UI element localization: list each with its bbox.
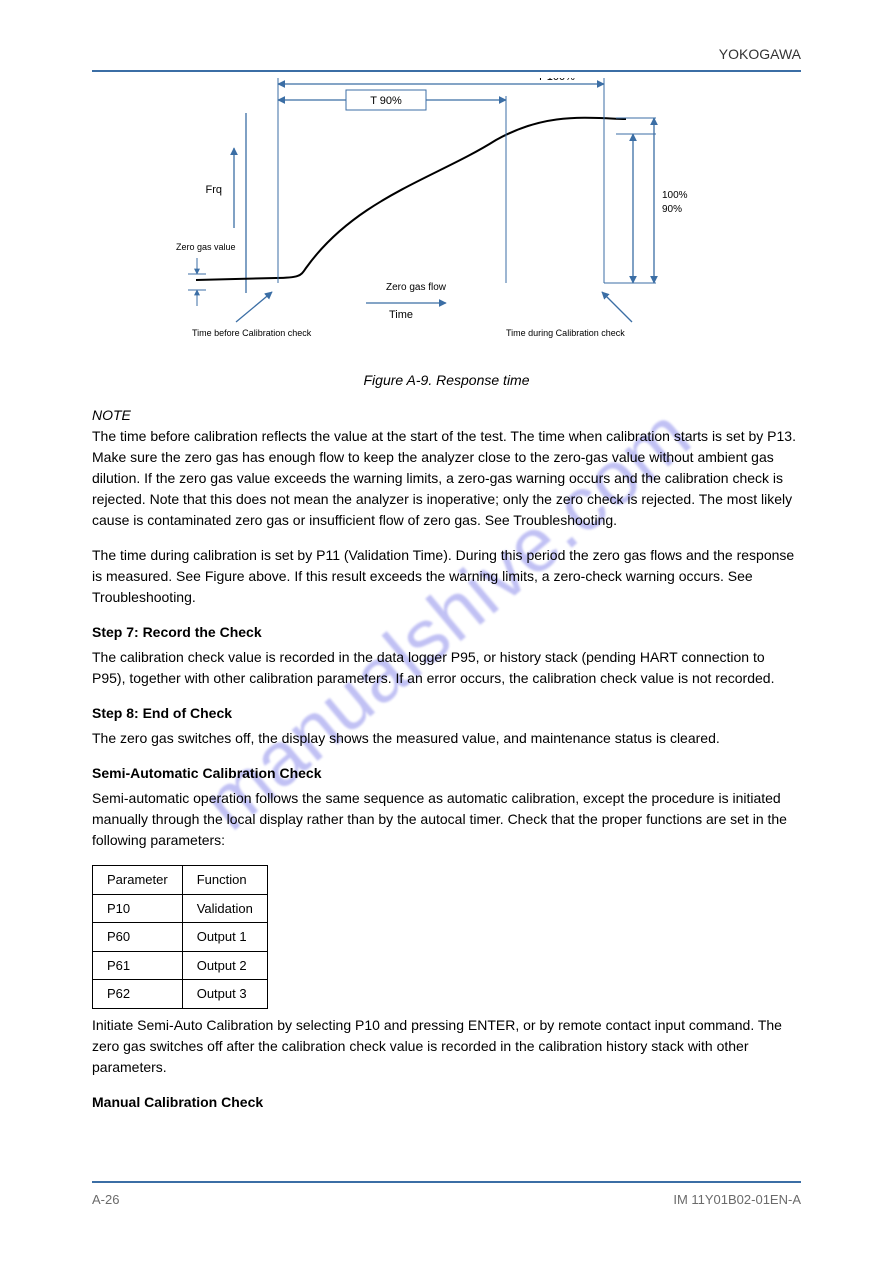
svg-text:Zero gas value: Zero gas value [176, 242, 236, 252]
t100-label: T 100% [537, 78, 575, 83]
cal-check-text: The time during calibration is set by P1… [92, 545, 801, 608]
frq-label: Frq [206, 184, 223, 196]
table-row: Parameter Function [93, 866, 268, 895]
step8-text: The zero gas switches off, the display s… [92, 728, 801, 749]
note-label: NOTE [92, 405, 801, 426]
time-before-label: Time before Calibration check [192, 328, 312, 338]
time-label: Time [389, 309, 413, 321]
header-brand: YOKOGAWA [719, 46, 801, 62]
step7-text: The calibration check value is recorded … [92, 647, 801, 689]
step8-heading: Step 8: End of Check [92, 703, 801, 724]
parameter-table: Parameter Function P10Validation P60Outp… [92, 865, 268, 1009]
time-during-label: Time during Calibration check [506, 328, 625, 338]
table-row: P60Output 1 [93, 923, 268, 952]
table-row: P10Validation [93, 894, 268, 923]
top-rule [92, 70, 801, 72]
semi-auto-text: Semi-automatic operation follows the sam… [92, 788, 801, 851]
table-row: P61Output 2 [93, 951, 268, 980]
table-row: P62Output 3 [93, 980, 268, 1009]
figure-caption: Figure A-9. Response time [92, 370, 801, 391]
zero-gas-vert-label: Zero gas value [176, 242, 236, 252]
semi-auto-heading: Semi-Automatic Calibration Check [92, 763, 801, 784]
note-text: The time before calibration reflects the… [92, 426, 801, 531]
bottom-rule [92, 1181, 801, 1183]
step7-heading: Step 7: Record the Check [92, 622, 801, 643]
manual-cal-heading: Manual Calibration Check [92, 1092, 801, 1113]
zero-gas-flow-label: Zero gas flow [386, 282, 447, 293]
doc-id: IM 11Y01B02-01EN-A [673, 1192, 801, 1207]
bottom-text: Initiate Semi-Auto Calibration by select… [92, 1015, 801, 1078]
page-number: A-26 [92, 1192, 119, 1207]
col-function: Function [182, 866, 267, 895]
pct100: 100% [662, 190, 688, 201]
pct90: 90% [662, 204, 682, 215]
col-parameter: Parameter [93, 866, 183, 895]
response-time-figure: Frq Zero gas value Time before Calibrati… [176, 78, 706, 348]
t90-label: T 90% [370, 95, 402, 107]
